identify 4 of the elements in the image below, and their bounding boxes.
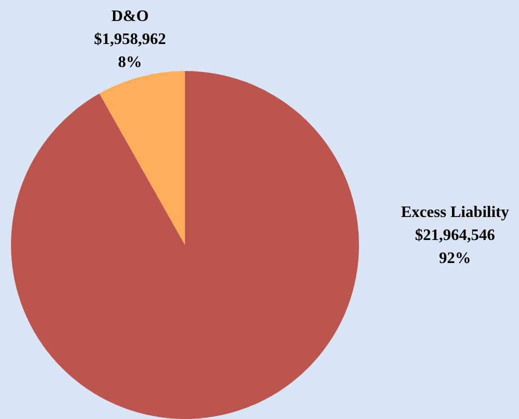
slice-label: D&O xyxy=(111,8,149,26)
slice-label: Excess Liability xyxy=(400,204,510,222)
data-label: $1,958,962 8% xyxy=(94,31,166,72)
data-label: $21,964,546 92% xyxy=(415,227,495,268)
